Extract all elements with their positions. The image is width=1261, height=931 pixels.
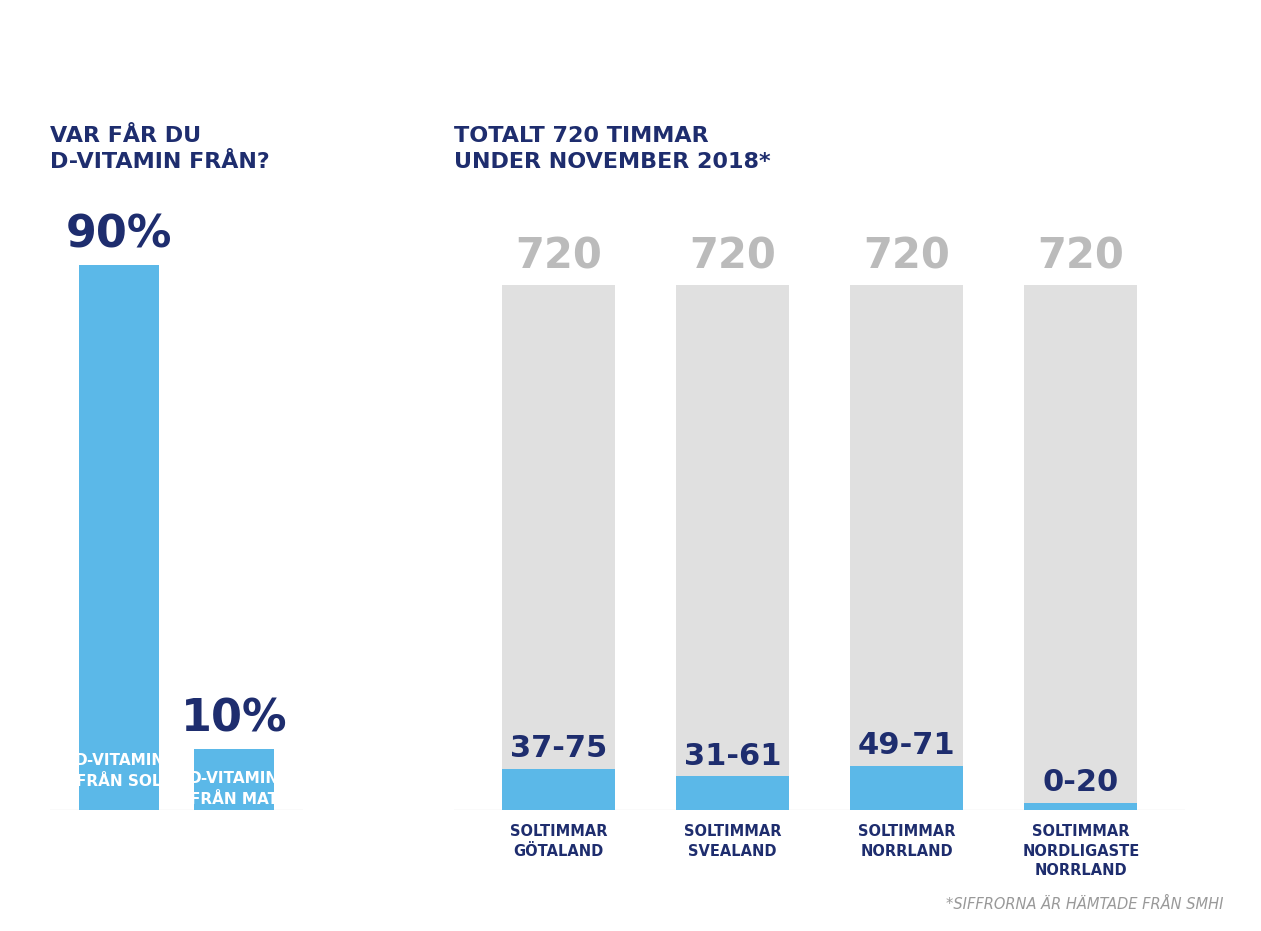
Text: D-VITAMIN
FRÅN MAT: D-VITAMIN FRÅN MAT — [189, 771, 279, 807]
Bar — [1024, 803, 1137, 810]
Text: 10%: 10% — [180, 697, 288, 740]
Text: VAR FÅR DU
D-VITAMIN FRÅN?: VAR FÅR DU D-VITAMIN FRÅN? — [50, 126, 270, 172]
Text: 37-75: 37-75 — [509, 735, 607, 763]
Text: D-VITAMIN
FRÅN SOL: D-VITAMIN FRÅN SOL — [74, 753, 164, 789]
Text: 49-71: 49-71 — [857, 732, 956, 761]
Text: 31-61: 31-61 — [683, 742, 782, 771]
Bar — [676, 285, 789, 810]
Text: 90%: 90% — [66, 213, 173, 256]
Text: TOTALT 720 TIMMAR
UNDER NOVEMBER 2018*: TOTALT 720 TIMMAR UNDER NOVEMBER 2018* — [454, 126, 770, 172]
Bar — [502, 769, 615, 810]
Text: 720: 720 — [864, 236, 950, 277]
Text: 720: 720 — [690, 236, 776, 277]
Bar — [502, 285, 615, 810]
Bar — [676, 776, 789, 810]
Bar — [1024, 285, 1137, 810]
Bar — [194, 749, 274, 810]
Text: 0-20: 0-20 — [1043, 768, 1119, 797]
Bar — [850, 766, 963, 810]
Text: *SIFFRORNA ÄR HÄMTADE FRÅN SMHI: *SIFFRORNA ÄR HÄMTADE FRÅN SMHI — [946, 897, 1223, 912]
Bar — [850, 285, 963, 810]
Text: 720: 720 — [514, 236, 601, 277]
Bar — [79, 265, 159, 810]
Text: 720: 720 — [1038, 236, 1125, 277]
